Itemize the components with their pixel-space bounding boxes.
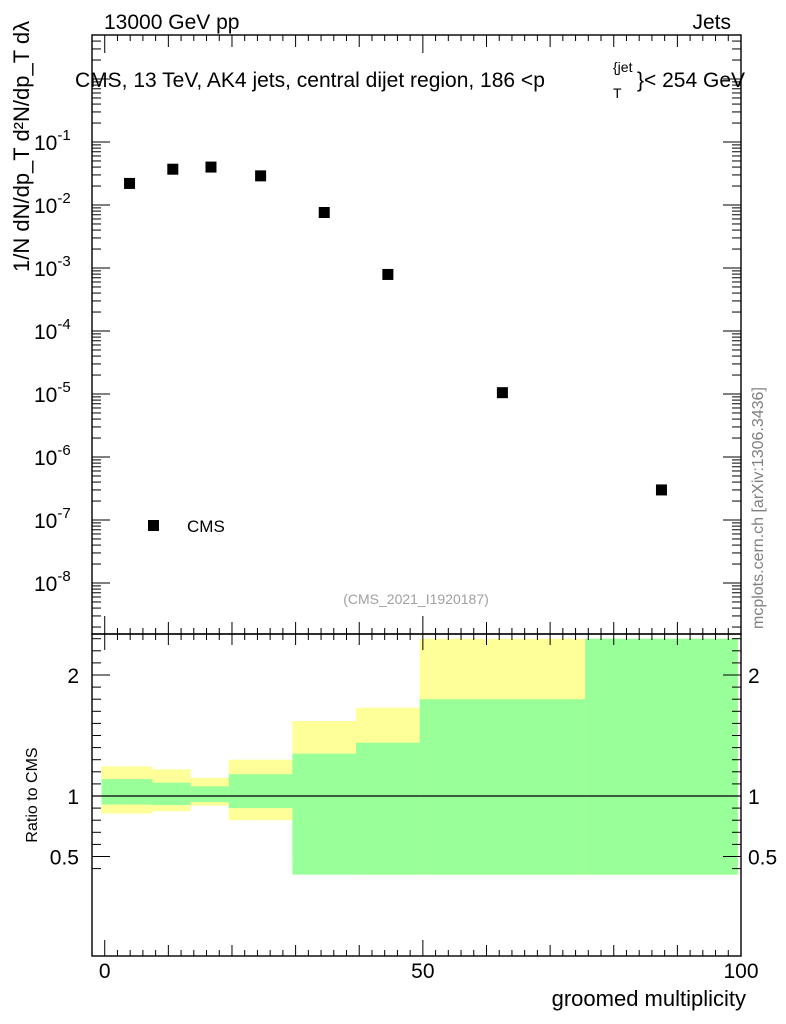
ratio-bands [101, 638, 738, 875]
data-points [124, 161, 667, 496]
data-point [382, 268, 394, 280]
header-right: Jets [692, 11, 731, 34]
y-tick-label: 10-8 [34, 568, 71, 596]
ratio-y-axis-label: Ratio to CMS [24, 747, 41, 842]
y-tick-base: 10 [34, 132, 57, 155]
data-point [655, 484, 667, 496]
y-tick-label: 10-4 [34, 316, 71, 344]
y-tick-base: 10 [34, 510, 57, 533]
y-tick-base: 10 [34, 195, 57, 218]
ratio-band-inner [292, 753, 357, 875]
y-tick-exp: -4 [57, 316, 70, 333]
plot-title: CMS, 13 TeV, AK4 jets, central dijet reg… [75, 59, 745, 101]
ratio-band-inner [419, 699, 586, 875]
y-tick-exp: -3 [57, 253, 70, 270]
y-tick-label: 10-7 [34, 505, 71, 533]
data-point [496, 387, 508, 399]
legend-label: CMS [187, 517, 225, 536]
title-sup: {jet [613, 59, 633, 75]
title-sub: T [613, 85, 622, 101]
data-point [124, 177, 136, 189]
ratio-tick-labels: 0.5 0.5 1 1 2 2 0 50 100 [50, 665, 777, 983]
data-point [167, 163, 179, 175]
y-tick-exp: -8 [57, 568, 70, 585]
x-tick-label: 0 [99, 960, 111, 983]
ratio-frame [91, 633, 742, 957]
x-tick-label: 50 [411, 960, 434, 983]
ratio-panel: 0.5 0.5 1 1 2 2 0 50 100 Ratio to CMS groomed mu… [24, 633, 777, 1011]
x-axis-label: groomed multiplicity [552, 986, 746, 1011]
y-tick-label: 10-5 [34, 379, 71, 407]
main-axis-ticks [92, 35, 742, 634]
ratio-y-tick-label-right: 2 [748, 665, 760, 688]
y-tick-base: 10 [34, 258, 57, 281]
data-point [318, 207, 330, 219]
y-tick-base: 10 [34, 321, 57, 344]
ratio-y-tick-label-left: 1 [67, 786, 79, 809]
ratio-band-inner [228, 774, 293, 809]
analysis-tag: (CMS_2021_I1920187) [343, 591, 489, 607]
y-tick-exp: -5 [57, 379, 70, 396]
y-tick-base: 10 [34, 384, 57, 407]
y-tick-exp: -6 [57, 442, 70, 459]
main-frame [91, 34, 742, 635]
header-left: 13000 GeV pp [104, 11, 239, 34]
main-y-axis-label: 1/N dN/dp_T d²N/dp_T dλ [9, 21, 34, 272]
ratio-y-tick-label-right: 1 [748, 786, 760, 809]
y-tick-label: 10-6 [34, 442, 71, 470]
watermark: mcplots.cern.ch [arXiv:1306.3436] [750, 387, 767, 629]
ratio-y-tick-label-left: 2 [67, 665, 79, 688]
ratio-axis-ticks [92, 634, 742, 956]
legend-marker [148, 520, 159, 531]
ratio-y-tick-label-left: 0.5 [50, 847, 79, 870]
ratio-band-inner [101, 779, 153, 805]
y-tick-label: 10-2 [34, 190, 71, 218]
x-tick-label: 100 [723, 960, 758, 983]
y-tick-exp: -1 [57, 127, 70, 144]
ylabel-text: 1/N dN/dp_T d²N/dp_T dλ [9, 21, 34, 272]
y-tick-base: 10 [34, 573, 57, 596]
ratio-y-tick-label-right: 0.5 [748, 847, 777, 870]
data-point [255, 170, 267, 182]
ratio-band-inner [585, 638, 738, 875]
ratio-band-inner [190, 786, 229, 803]
y-tick-label: 10-1 [34, 127, 71, 155]
title-main: CMS, 13 TeV, AK4 jets, central dijet reg… [75, 69, 545, 92]
title-tail: }< 254 GeV [637, 69, 745, 92]
ratio-band-inner [356, 742, 420, 875]
ratio-band-inner [152, 782, 191, 806]
svg-text:CMS, 13 TeV, AK4 jets, central: CMS, 13 TeV, AK4 jets, central dijet reg… [75, 69, 545, 92]
y-tick-exp: -2 [57, 190, 70, 207]
y-tick-label: 10-3 [34, 253, 71, 281]
y-tick-base: 10 [34, 447, 57, 470]
main-y-tick-labels: 10-110-210-310-410-510-610-710-8 [34, 127, 71, 596]
y-tick-exp: -7 [57, 505, 70, 522]
data-point [205, 161, 217, 173]
main-panel: 10-110-210-310-410-510-610-710-8 CMS (CM… [9, 21, 745, 635]
